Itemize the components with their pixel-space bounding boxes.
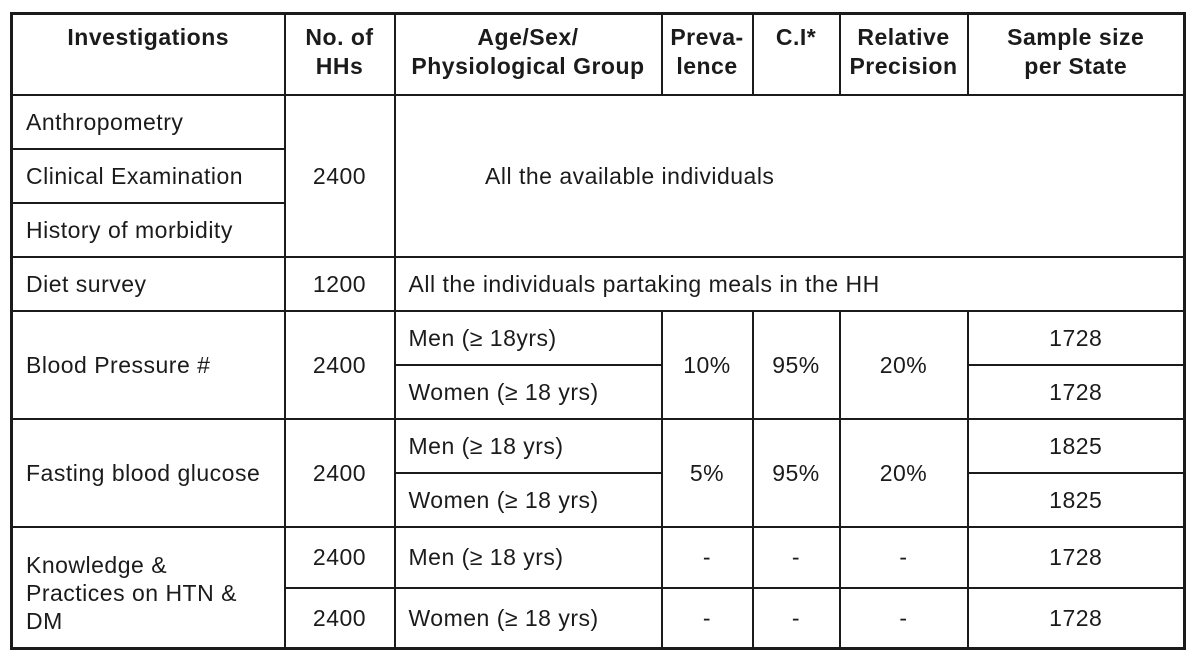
col-header-investigations: Investigations <box>10 12 286 96</box>
cell-sample-knowledge-women: 1728 <box>966 586 1186 650</box>
cell-prevalence-knowledge-women: - <box>660 586 754 650</box>
table-row-blood-pressure-men: Blood Pressure # 2400 Men (≥ 18yrs) 10% … <box>10 309 1186 420</box>
cell-investigation-knowledge-practices: Knowledge & Practices on HTN & DM <box>10 525 286 650</box>
cell-hhs-knowledge-men: 2400 <box>283 525 396 589</box>
table-header-row: Investigations No. of HHs Age/Sex/ Physi… <box>10 12 1186 96</box>
cell-sample-knowledge-men: 1728 <box>966 525 1186 589</box>
cell-coverage-all-individuals: All the available individuals <box>393 93 1186 258</box>
table-row-diet-survey: Diet survey 1200 All the individuals par… <box>10 255 1186 312</box>
cell-sample-blood-pressure-women: 1728 <box>966 363 1186 420</box>
cell-investigation-anthropometry: Anthropometry <box>10 93 286 150</box>
cell-group-fasting-glucose-women: Women (≥ 18 yrs) <box>393 471 663 528</box>
cell-hhs-household-block: 2400 <box>283 93 396 258</box>
cell-hhs-fasting-glucose: 2400 <box>283 417 396 528</box>
cell-hhs-diet-survey: 1200 <box>283 255 396 312</box>
cell-sample-blood-pressure-men: 1728 <box>966 309 1186 366</box>
cell-relative-precision-knowledge-men: - <box>838 525 969 589</box>
cell-hhs-knowledge-women: 2400 <box>283 586 396 650</box>
sampling-plan-table: Investigations No. of HHs Age/Sex/ Physi… <box>10 12 1186 650</box>
cell-hhs-blood-pressure: 2400 <box>283 309 396 420</box>
table-row-knowledge-men: Knowledge & Practices on HTN & DM 2400 M… <box>10 525 1186 650</box>
cell-ci-fasting-glucose: 95% <box>751 417 841 528</box>
cell-investigation-clinical-examination: Clinical Examination <box>10 147 286 204</box>
col-header-ci: C.I* <box>751 12 841 96</box>
cell-ci-knowledge-women: - <box>751 586 841 650</box>
table-row-clinical-examination: Clinical Examination <box>10 147 1185 204</box>
cell-group-blood-pressure-women: Women (≥ 18 yrs) <box>393 363 663 420</box>
cell-ci-blood-pressure: 95% <box>751 309 841 420</box>
cell-prevalence-knowledge-men: - <box>660 525 754 589</box>
cell-group-knowledge-women: Women (≥ 18 yrs) <box>393 586 663 650</box>
col-header-relative-precision: Relative Precision <box>838 12 969 96</box>
table-row-anthropometry: Anthropometry 2400 All the available ind… <box>10 93 1186 258</box>
cell-sample-fasting-glucose-men: 1825 <box>966 417 1186 474</box>
col-header-no-of-hhs: No. of HHs <box>283 12 396 96</box>
cell-ci-knowledge-men: - <box>751 525 841 589</box>
cell-coverage-diet-survey: All the individuals partaking meals in t… <box>393 255 1186 312</box>
table-row-knowledge-women: 2400 Women (≥ 18 yrs) - - - 1728 <box>12 586 1186 650</box>
table-row-history-of-morbidity: History of morbidity <box>10 201 1185 258</box>
col-header-sample-size: Sample size per State <box>966 12 1186 96</box>
table-row-fasting-glucose-men: Fasting blood glucose 2400 Men (≥ 18 yrs… <box>10 417 1186 528</box>
table-row-fasting-glucose-women: Women (≥ 18 yrs) 1825 <box>12 471 1186 528</box>
cell-sample-fasting-glucose-women: 1825 <box>966 471 1186 528</box>
cell-investigation-history-of-morbidity: History of morbidity <box>10 201 286 258</box>
cell-investigation-diet-survey: Diet survey <box>10 255 286 312</box>
cell-relative-precision-blood-pressure: 20% <box>838 309 969 420</box>
cell-investigation-blood-pressure: Blood Pressure # <box>10 309 286 420</box>
cell-prevalence-blood-pressure: 10% <box>660 309 754 420</box>
cell-group-fasting-glucose-men: Men (≥ 18 yrs) <box>393 417 663 474</box>
cell-relative-precision-knowledge-women: - <box>838 586 969 650</box>
cell-group-knowledge-men: Men (≥ 18 yrs) <box>393 525 663 589</box>
table-row-blood-pressure-women: Women (≥ 18 yrs) 1728 <box>12 363 1186 420</box>
cell-prevalence-fasting-glucose: 5% <box>660 417 754 528</box>
col-header-age-sex-group: Age/Sex/ Physiological Group <box>393 12 663 96</box>
cell-investigation-fasting-glucose: Fasting blood glucose <box>10 417 286 528</box>
cell-relative-precision-fasting-glucose: 20% <box>838 417 969 528</box>
col-header-prevalence: Preva- lence <box>660 12 754 96</box>
cell-group-blood-pressure-men: Men (≥ 18yrs) <box>393 309 663 366</box>
